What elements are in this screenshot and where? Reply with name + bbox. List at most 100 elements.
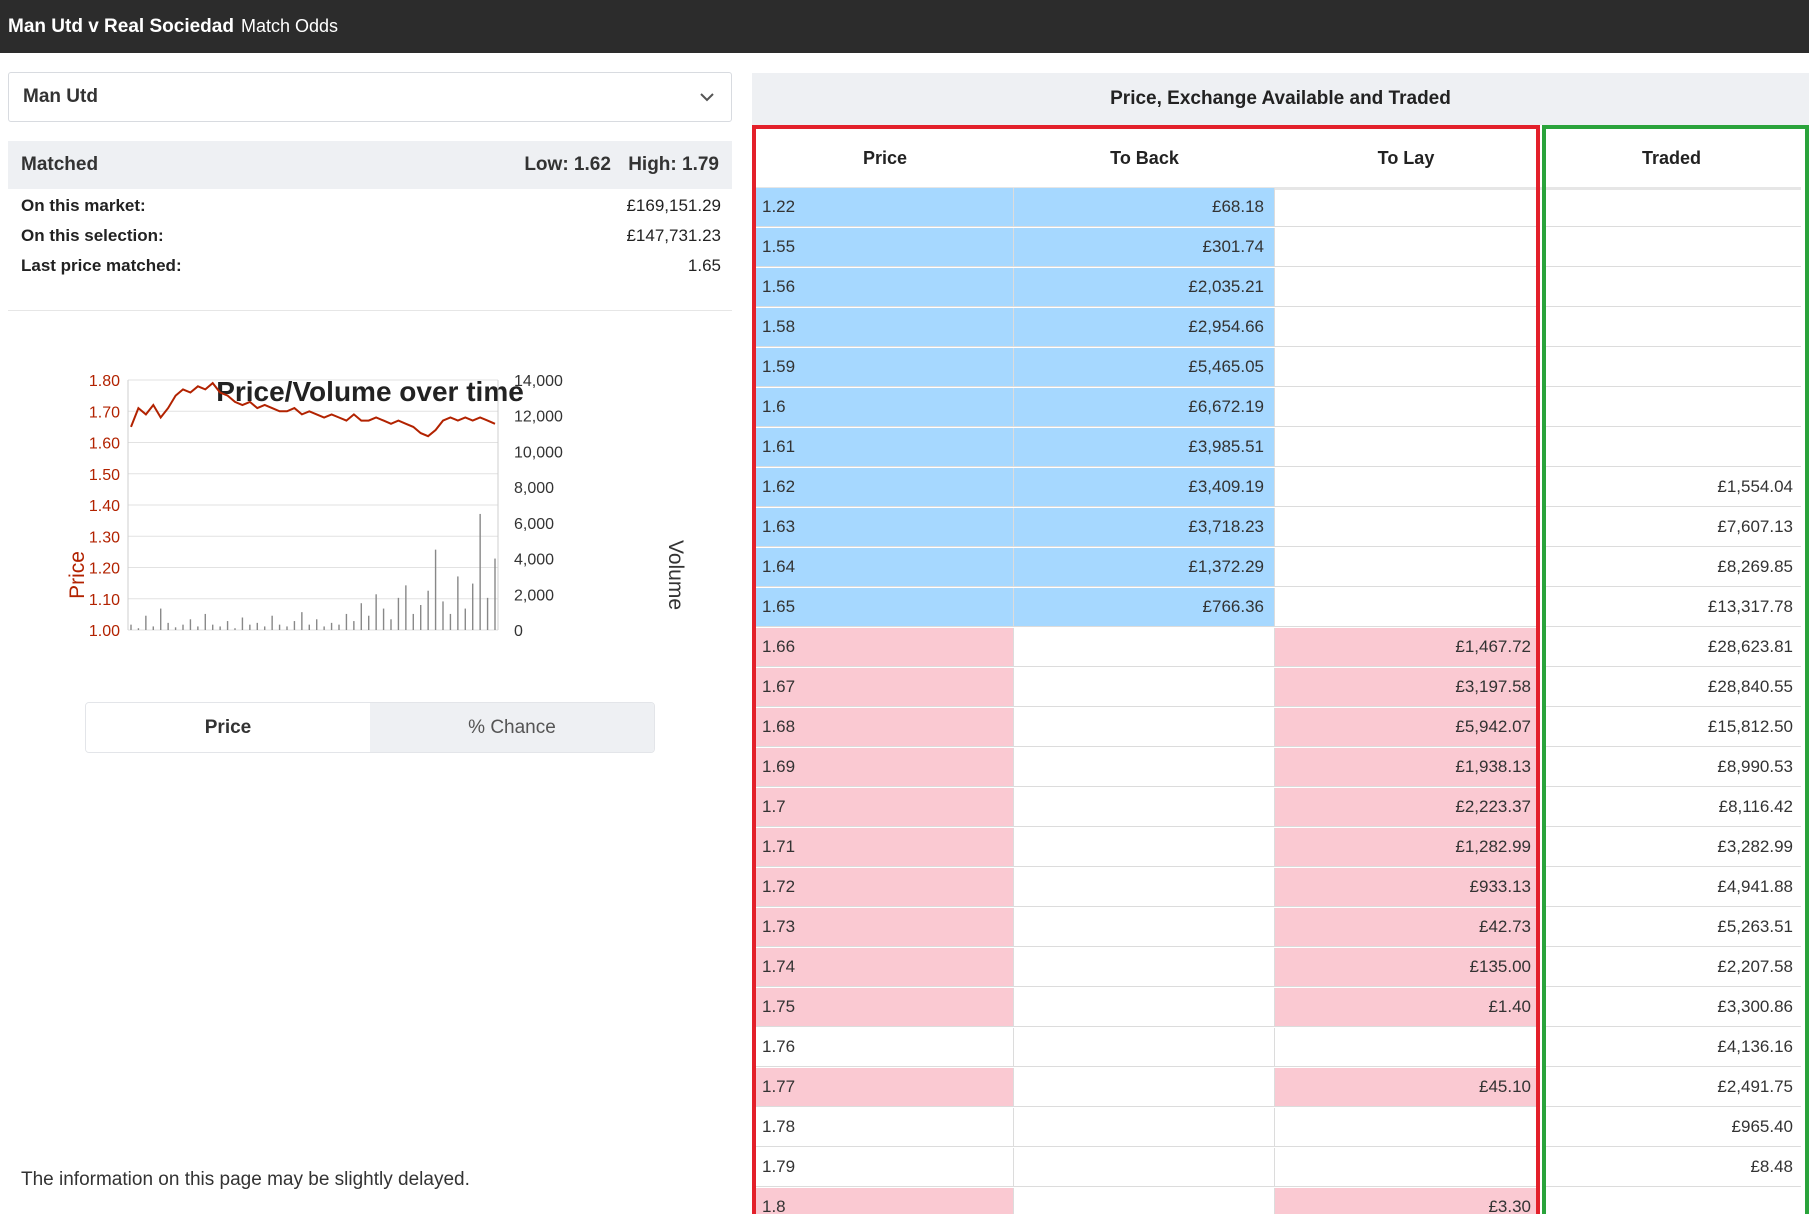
ladder-column-headers: Price To Back To Lay Traded: [756, 129, 1809, 190]
ladder-cell-back[interactable]: [1014, 1108, 1275, 1147]
ladder-cell-back[interactable]: £301.74: [1014, 228, 1275, 267]
ladder-cell-back[interactable]: [1014, 1148, 1275, 1187]
ladder-cell-back[interactable]: [1014, 908, 1275, 947]
ladder-cell-back[interactable]: [1014, 628, 1275, 667]
y-axis-label: Price: [66, 551, 89, 599]
ladder-cell-traded: £28,840.55: [1542, 668, 1801, 707]
ladder-cell-price: 1.73: [756, 908, 1014, 947]
ladder-row: 1.72 £933.13 £4,941.88: [756, 868, 1809, 908]
ladder-cell-price: 1.72: [756, 868, 1014, 907]
toggle-price-button[interactable]: Price: [86, 703, 370, 752]
ladder-cell-lay[interactable]: £1.40: [1275, 988, 1537, 1027]
ladder-cell-lay[interactable]: [1275, 548, 1537, 587]
ladder-cell-back[interactable]: £2,954.66: [1014, 308, 1275, 347]
ladder-cell-traded: £5,263.51: [1542, 908, 1801, 947]
ladder-cell-price: 1.8: [756, 1188, 1014, 1214]
ladder-cell-back[interactable]: [1014, 988, 1275, 1027]
left-panel: Man Utd Matched Low: 1.62 High: 1.79 On …: [8, 53, 732, 1214]
ladder-cell-traded: [1542, 308, 1801, 347]
y-tick-label: 1.60: [89, 436, 120, 453]
ladder-cell-back[interactable]: [1014, 868, 1275, 907]
ladder-cell-traded: [1542, 188, 1801, 227]
ladder-cell-price: 1.65: [756, 588, 1014, 627]
ladder-cell-lay[interactable]: [1275, 188, 1537, 227]
ladder-cell-price: 1.71: [756, 828, 1014, 867]
ladder-cell-back[interactable]: £68.18: [1014, 188, 1275, 227]
ladder-cell-lay[interactable]: [1275, 468, 1537, 507]
ladder-cell-lay[interactable]: [1275, 268, 1537, 307]
ladder-row: 1.76 £4,136.16: [756, 1028, 1809, 1068]
col-header-back: To Back: [1110, 148, 1179, 168]
ladder-cell-traded: £28,623.81: [1542, 628, 1801, 667]
matched-label: Matched: [21, 154, 99, 175]
ladder-cell-back[interactable]: [1014, 708, 1275, 747]
ladder-row: 1.75 £1.40 £3,300.86: [756, 988, 1809, 1028]
ladder-cell-price: 1.55: [756, 228, 1014, 267]
ladder-cell-lay[interactable]: [1275, 228, 1537, 267]
ladder-cell-lay[interactable]: [1275, 308, 1537, 347]
ladder-cell-back[interactable]: [1014, 668, 1275, 707]
selection-dropdown[interactable]: Man Utd: [8, 72, 732, 122]
ladder-cell-price: 1.64: [756, 548, 1014, 587]
ladder-cell-lay[interactable]: £135.00: [1275, 948, 1537, 987]
ladder-cell-lay[interactable]: [1275, 1148, 1537, 1187]
ladder-cell-back[interactable]: £6,672.19: [1014, 388, 1275, 427]
ladder-cell-back[interactable]: [1014, 748, 1275, 787]
ladder-cell-back[interactable]: [1014, 948, 1275, 987]
ladder-cell-traded: [1542, 228, 1801, 267]
ladder-cell-back[interactable]: [1014, 1028, 1275, 1067]
ladder-cell-lay[interactable]: [1275, 1028, 1537, 1067]
ladder-cell-back[interactable]: [1014, 1188, 1275, 1214]
ladder-cell-lay[interactable]: [1275, 428, 1537, 467]
ladder-cell-lay[interactable]: £2,223.37: [1275, 788, 1537, 827]
ladder-cell-lay[interactable]: [1275, 588, 1537, 627]
col-header-traded: Traded: [1641, 148, 1702, 168]
stat-label: On this selection:: [21, 226, 164, 245]
ladder-cell-lay[interactable]: £42.73: [1275, 908, 1537, 947]
ladder-row: 1.55 £301.74: [756, 228, 1809, 268]
ladder-cell-lay[interactable]: £1,282.99: [1275, 828, 1537, 867]
toggle-chance-button[interactable]: % Chance: [370, 703, 654, 752]
ladder-cell-lay[interactable]: £933.13: [1275, 868, 1537, 907]
ladder-cell-back[interactable]: £3,409.19: [1014, 468, 1275, 507]
ladder-rows: 1.22 £68.18 1.55 £301.74 1.56 £2,035.21 1.58 £2…: [756, 188, 1809, 1214]
ladder-cell-lay[interactable]: [1275, 508, 1537, 547]
ladder-cell-traded: £965.40: [1542, 1108, 1801, 1147]
ladder-cell-back[interactable]: [1014, 1068, 1275, 1107]
ladder-cell-traded: £1,554.04: [1542, 468, 1801, 507]
ladder-cell-price: 1.61: [756, 428, 1014, 467]
ladder-cell-price: 1.67: [756, 668, 1014, 707]
ladder-cell-lay[interactable]: [1275, 1108, 1537, 1147]
ladder-cell-back[interactable]: [1014, 828, 1275, 867]
ladder-cell-lay[interactable]: £3,197.58: [1275, 668, 1537, 707]
ladder-row: 1.58 £2,954.66: [756, 308, 1809, 348]
ladder-cell-price: 1.59: [756, 348, 1014, 387]
y2-tick-label: 14,000: [514, 373, 563, 390]
ladder-cell-back[interactable]: £3,985.51: [1014, 428, 1275, 467]
ladder-cell-price: 1.79: [756, 1148, 1014, 1187]
ladder-cell-lay[interactable]: £5,942.07: [1275, 708, 1537, 747]
ladder-cell-lay[interactable]: [1275, 348, 1537, 387]
ladder-cell-lay[interactable]: [1275, 388, 1537, 427]
ladder-row: 1.79 £8.48: [756, 1148, 1809, 1188]
ladder-cell-back[interactable]: £766.36: [1014, 588, 1275, 627]
ladder-cell-back[interactable]: [1014, 788, 1275, 827]
ladder-cell-back[interactable]: £3,718.23: [1014, 508, 1275, 547]
matched-high: High: 1.79: [628, 154, 719, 175]
ladder-cell-lay[interactable]: £45.10: [1275, 1068, 1537, 1107]
y2-axis-label: Volume: [664, 540, 687, 610]
top-bar: Man Utd v Real Sociedad Match Odds: [0, 0, 1809, 53]
ladder-cell-back[interactable]: £5,465.05: [1014, 348, 1275, 387]
ladder-cell-price: 1.62: [756, 468, 1014, 507]
ladder-cell-back[interactable]: £1,372.29: [1014, 548, 1275, 587]
ladder-cell-lay[interactable]: £1,467.72: [1275, 628, 1537, 667]
stat-last-price: Last price matched: 1.65: [21, 256, 721, 276]
ladder-row: 1.78 £965.40: [756, 1108, 1809, 1148]
ladder-cell-traded: £3,300.86: [1542, 988, 1801, 1027]
ladder-cell-lay[interactable]: £1,938.13: [1275, 748, 1537, 787]
ladder-cell-back[interactable]: £2,035.21: [1014, 268, 1275, 307]
ladder-cell-lay[interactable]: £3.30: [1275, 1188, 1537, 1214]
ladder-row: 1.64 £1,372.29 £8,269.85: [756, 548, 1809, 588]
col-header-lay: To Lay: [1377, 148, 1435, 168]
ladder-cell-price: 1.78: [756, 1108, 1014, 1147]
